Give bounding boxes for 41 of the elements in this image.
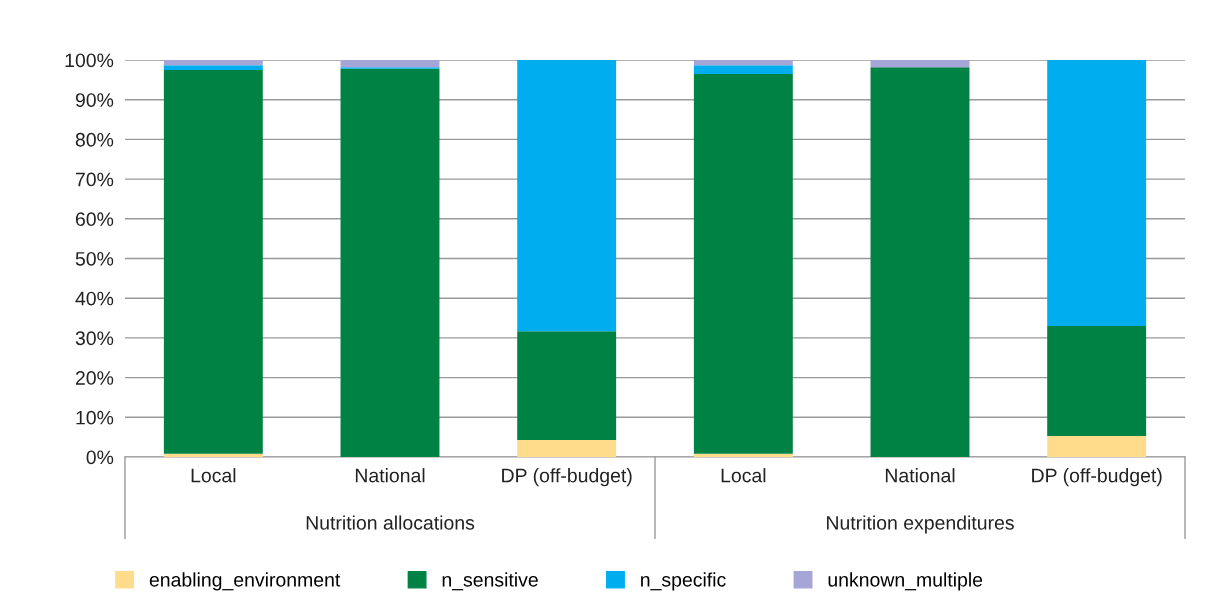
text: Nutrition allocations	[306, 515, 475, 530]
bar	[1047, 435, 1147, 457]
bar	[340, 68, 440, 457]
y-tick-label: 60%	[75, 212, 114, 227]
y-tick-label: 50%	[75, 251, 114, 266]
legend-label: enabling_environment	[149, 572, 341, 591]
y-tick-label: 90%	[75, 93, 114, 107]
bar	[693, 453, 793, 457]
bar	[163, 60, 263, 66]
y-tick-label: 0%	[86, 450, 114, 465]
bar	[517, 60, 617, 332]
legend-label: n_specific	[641, 572, 726, 591]
bar	[340, 60, 440, 68]
bar	[163, 65, 263, 70]
y-tick-label: 30%	[75, 331, 114, 346]
x-tick-label: National	[885, 468, 955, 483]
legend-label: n_sensitive	[442, 572, 538, 591]
x-tick-label: National	[355, 468, 425, 483]
bar	[693, 73, 793, 454]
y-tick-label: 100%	[65, 53, 114, 68]
y-tick-label: 20%	[75, 371, 114, 385]
y-tick-label: 40%	[75, 291, 114, 306]
bar	[163, 69, 263, 454]
text: Nutrition expenditures	[827, 515, 1014, 534]
bar	[517, 331, 617, 440]
x-tick-label: Local	[191, 468, 236, 483]
bar	[1047, 60, 1147, 326]
y-tick-label: 80%	[75, 132, 114, 147]
bar	[693, 60, 793, 66]
x-tick-label: DP (off-budget)	[1032, 468, 1162, 487]
y-tick-label: 10%	[76, 410, 114, 425]
bar	[163, 453, 263, 457]
legend-label: unknown_multiple	[828, 572, 983, 591]
bar	[693, 65, 793, 74]
x-tick-label: Local	[721, 468, 766, 483]
bar	[870, 60, 970, 68]
bar	[517, 439, 617, 457]
bar	[1047, 325, 1147, 436]
bar	[870, 67, 970, 457]
y-tick-label: 70%	[75, 172, 114, 187]
x-tick-label: DP (off-budget)	[502, 468, 632, 487]
